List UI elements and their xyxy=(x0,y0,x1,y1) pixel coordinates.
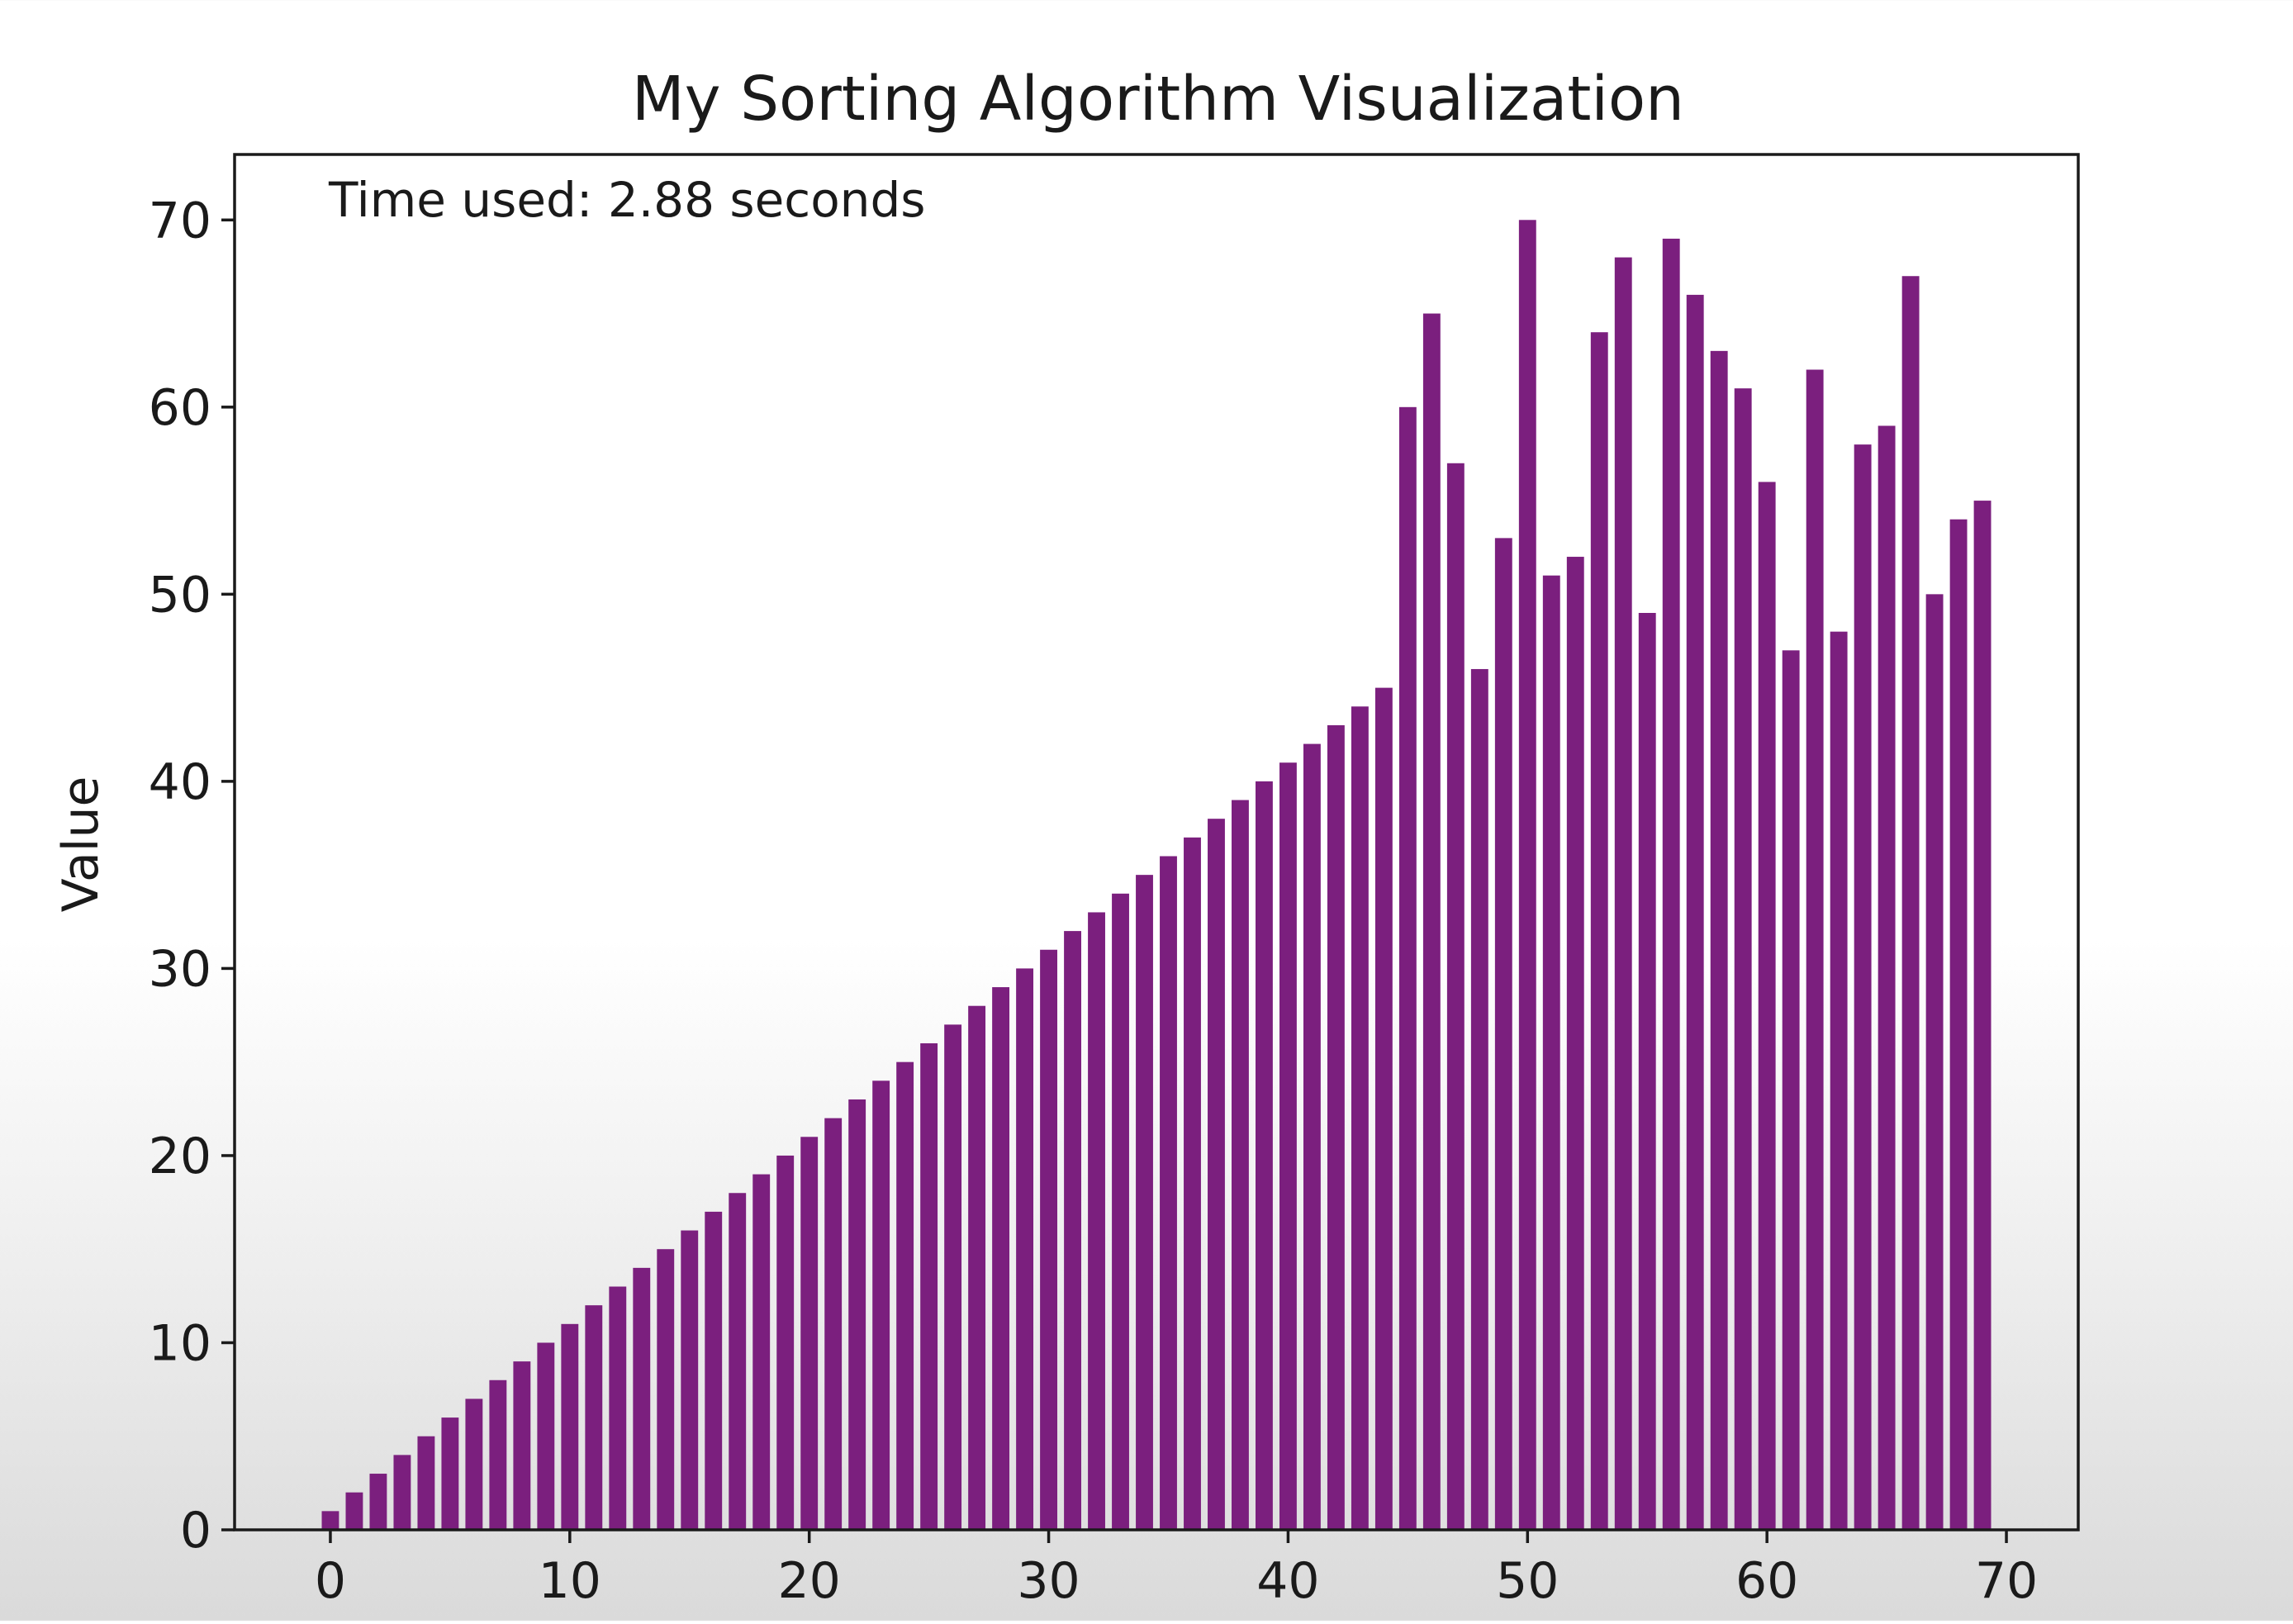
bar xyxy=(1830,631,1848,1530)
x-tick-label: 40 xyxy=(1256,1552,1319,1610)
bar xyxy=(1422,313,1441,1530)
bar xyxy=(1160,856,1177,1530)
y-tick-label: 10 xyxy=(149,1314,211,1372)
x-axis-ticks: 0 10 20 30 40 50 60 70 xyxy=(315,1530,2038,1610)
bar xyxy=(968,1005,986,1530)
bar xyxy=(1949,519,1968,1531)
bar xyxy=(1374,687,1393,1530)
bar xyxy=(393,1455,411,1530)
bar xyxy=(633,1267,651,1530)
bar xyxy=(1184,837,1201,1530)
bar xyxy=(1470,668,1488,1530)
bar xyxy=(1016,968,1034,1530)
x-tick-label: 60 xyxy=(1735,1552,1798,1610)
y-axis-label: Value xyxy=(52,776,110,913)
bar xyxy=(537,1342,555,1530)
chart-title: My Sorting Algorithm Visualization xyxy=(632,64,1684,135)
bar xyxy=(1782,650,1800,1530)
y-tick-label: 50 xyxy=(149,566,211,624)
bar xyxy=(896,1061,914,1530)
bar xyxy=(848,1099,866,1530)
bar xyxy=(1327,724,1345,1530)
x-tick-label: 20 xyxy=(778,1552,841,1610)
x-tick-label: 30 xyxy=(1017,1552,1080,1610)
bar xyxy=(1518,220,1536,1531)
bar xyxy=(585,1305,603,1530)
bar xyxy=(1064,931,1081,1530)
bar xyxy=(1638,613,1656,1530)
bar xyxy=(872,1080,890,1530)
bar xyxy=(944,1024,962,1530)
bar xyxy=(1256,781,1273,1530)
bar xyxy=(561,1323,579,1530)
bars-group xyxy=(321,220,1992,1531)
bar xyxy=(513,1361,531,1530)
bar xyxy=(1686,294,1704,1530)
x-tick-label: 50 xyxy=(1496,1552,1559,1610)
x-tick-label: 10 xyxy=(539,1552,601,1610)
plot-frame xyxy=(233,153,2080,1531)
bar xyxy=(369,1474,387,1530)
bar xyxy=(681,1230,699,1530)
y-tick-label: 0 xyxy=(180,1502,211,1560)
x-tick-label: 0 xyxy=(315,1552,346,1610)
y-tick-label: 70 xyxy=(149,192,211,249)
bar xyxy=(1590,332,1608,1530)
bar xyxy=(1494,538,1512,1531)
y-tick-label: 30 xyxy=(149,940,211,998)
bar xyxy=(1208,819,1225,1530)
bar xyxy=(1232,800,1249,1530)
bar xyxy=(1112,893,1129,1530)
bar xyxy=(776,1155,795,1530)
bar xyxy=(345,1492,363,1530)
y-tick-label: 20 xyxy=(149,1128,211,1185)
bar xyxy=(1398,406,1417,1531)
bar xyxy=(992,987,1010,1530)
bar xyxy=(752,1174,771,1530)
bar xyxy=(1854,444,1872,1530)
bar xyxy=(657,1249,675,1530)
bar xyxy=(321,1511,339,1530)
bar xyxy=(1734,388,1752,1530)
bar xyxy=(800,1137,819,1530)
bar xyxy=(1710,350,1728,1530)
bar xyxy=(1614,257,1632,1531)
bar xyxy=(1758,482,1776,1530)
bar xyxy=(1806,369,1824,1530)
bar xyxy=(1973,501,1992,1531)
y-tick-label: 40 xyxy=(149,753,211,811)
time-used-annotation: Time used: 2.88 seconds xyxy=(328,172,925,228)
bar xyxy=(441,1417,459,1530)
bar xyxy=(1351,706,1369,1530)
bar xyxy=(1925,594,1944,1530)
y-axis-ticks: 0 10 20 30 40 50 60 70 xyxy=(149,192,235,1560)
bar xyxy=(705,1211,723,1530)
bar xyxy=(1136,875,1153,1530)
bar xyxy=(609,1286,627,1530)
bar xyxy=(489,1379,507,1530)
bar xyxy=(1542,575,1560,1530)
bar xyxy=(1279,762,1297,1530)
bar xyxy=(1901,276,1920,1531)
bar xyxy=(1878,425,1896,1530)
bar xyxy=(1662,238,1680,1531)
bar xyxy=(1446,463,1465,1530)
bar xyxy=(729,1193,747,1530)
bar xyxy=(1566,557,1584,1531)
x-tick-label: 70 xyxy=(1975,1552,2038,1610)
bar xyxy=(1040,949,1057,1530)
y-tick-label: 60 xyxy=(149,379,211,437)
bar xyxy=(465,1398,483,1530)
bar xyxy=(920,1043,938,1530)
bar xyxy=(824,1118,843,1530)
bar xyxy=(1303,743,1321,1530)
bar xyxy=(417,1436,435,1530)
bar xyxy=(1088,912,1105,1530)
